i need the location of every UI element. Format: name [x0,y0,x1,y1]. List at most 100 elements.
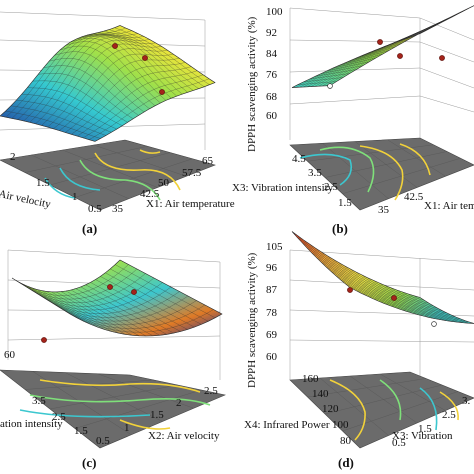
panel-a-contour-2 [79,159,161,201]
panel-d-z-tick-1: 69 [266,329,278,341]
panel-d: 60 69 78 87 96 105 80 100 120 140 160 0.5 1.5 2.5 3. [266,231,474,449]
panel-d-design-point-open [431,321,437,327]
panel-b-z-tick-2: 76 [266,69,278,81]
panel-d-x-tick-2: 2.5 [442,409,456,421]
panel-c-contour-1 [39,379,201,393]
panel-a-contour-5 [139,149,161,154]
panel-b-design-point-1 [377,39,383,45]
panel-d-tag: (d) [338,455,354,470]
panel-c-contour-3 [19,409,151,418]
panel-d-z-tick-0: 60 [266,351,278,363]
panel-c-x-tick-3: 2 [176,397,182,409]
panel-a-x-tick-3: 57.5 [182,167,202,179]
panel-a-y-tick-2: 1.5 [36,177,50,189]
panel-d-floor [289,371,474,449]
panel-d-z-tick-2: 78 [266,307,278,319]
panel-d-contour-2 [379,379,402,421]
panel-b-contour-4 [399,143,431,176]
panel-c-contour-4 [119,419,171,430]
panel-d-x-tick-1: 1.5 [418,423,432,435]
panel-b-contour-1 [299,153,353,186]
panel-a-x-tick-4: 65 [202,155,214,167]
panel-d-y-tick-3: 140 [312,388,329,400]
panel-c-floor [0,369,226,449]
panel-c-y-tick-0: 1.5 [74,425,88,437]
panel-a-contour-4 [44,177,76,199]
panel-a-mesh [0,25,216,142]
panel-d-contour-3 [419,387,438,431]
panel-c-design-point-1 [107,284,113,290]
panel-d-z-axis-label: DPPH scavenging activity (%) [246,252,258,388]
panel-c-y-tick-2: 3.5 [32,395,46,407]
panel-a-x-axis-label: X1: Air temperature [146,198,235,210]
panel-d-surface [291,231,474,324]
panel-b-z-tick-1: 68 [266,91,278,103]
panel-d-x-tick-3: 3. [462,395,471,407]
panel-b-z-axis-label: DPPH scavenging activity (%) [246,16,258,152]
panel-a-x-tick-0: 35 [112,203,124,215]
panel-c-design-point-2 [131,289,137,295]
panel-b: 60 68 76 84 92 100 1.52.53.54.5 35 42.5 [266,5,474,216]
panel-b-contour-2 [319,146,375,193]
panel-b-y-tick-1: 2.5 [324,181,338,193]
panel-b-wall-grid [289,7,474,140]
panel-b-surface [291,5,474,88]
panel-b-z-tick-3: 84 [266,48,278,60]
panel-d-y-tick-1: 100 [332,419,349,431]
panel-a-design-point-3 [159,89,165,95]
panel-d-x-tick-0: 0.5 [392,437,406,449]
panel-c-tag: (c) [82,455,97,470]
panel-c-x-axis-label: X2: Air velocity [148,430,220,442]
panel-a-y-tick-3: 2 [10,151,16,163]
panel-c: 60 0.5 1 1.5 2 2.5 1.5 2.5 3.5 [0,249,226,449]
panel-b-x-tick-1: 42.5 [404,191,424,203]
panel-b-y-tick-2: 3.5 [308,167,322,179]
panel-c-contour-2 [29,394,211,406]
panel-a-x-tick-1: 42.5 [140,188,160,200]
panel-a-design-point-2 [142,55,148,61]
panel-c-x-tick-4: 2.5 [204,385,218,397]
panel-c-design-point-3 [41,337,47,343]
panel-d-z-tick-3: 87 [266,284,278,296]
panel-a-floor [0,139,216,211]
panel-a-design-point-1 [112,43,118,49]
panel-d-y-tick-2: 120 [322,403,339,415]
panel-d-y-axis-label: X4: Infrared Power [244,419,330,431]
panel-b-z-tick-0: 60 [266,110,278,122]
panel-b-mesh [291,5,474,88]
panel-b-z-tick-4: 92 [266,27,277,39]
panel-d-mesh [291,231,474,324]
panel-d-z-tick-5: 105 [266,241,283,253]
panel-c-z-tick-0: 60 [4,349,16,361]
panel-d-y-tick-0: 80 [340,435,352,447]
panel-b-z-tick-5: 100 [266,6,283,18]
panel-c-x-tick-2: 1.5 [150,409,164,421]
panel-a-y-tick-0: 0.5 [88,203,102,215]
panel-d-y-tick-4: 160 [302,373,319,385]
panel-c-y-axis-label: ation intensity [0,418,63,430]
panel-b-contour-3 [359,145,404,201]
panel-d-design-point-1 [347,287,353,293]
panel-b-x-axis-label: X1: Air tem [424,200,474,212]
panel-d-contour-1 [329,379,366,441]
panel-a-contour-3 [59,167,101,191]
panel-a-floor-grid [24,144,193,199]
panel-a-contour-1 [94,152,181,191]
panel-a-tag: (a) [82,221,98,236]
panel-d-floor-grid [307,373,459,436]
panel-c-mesh [11,259,223,337]
panel-d-z-tick-4: 96 [266,262,278,274]
panel-a-x-tick-2: 50 [158,177,170,189]
panel-b-tag: (b) [332,221,348,236]
panel-c-x-tick-0: 0.5 [96,435,110,447]
panel-b-design-point-2 [397,53,403,59]
panel-d-design-point-2 [391,295,397,301]
panel-a: 35 42.550 57.565 0.5 1 1.5 2 [0,11,216,215]
panel-b-design-point-open [327,83,333,89]
panel-b-y-tick-3: 4.5 [292,153,306,165]
panel-a-y-tick-1: 1 [72,191,78,203]
panel-d-contour-4 [439,391,459,421]
panel-c-y-tick-1: 2.5 [52,411,66,423]
panel-c-x-tick-1: 1 [124,422,130,434]
